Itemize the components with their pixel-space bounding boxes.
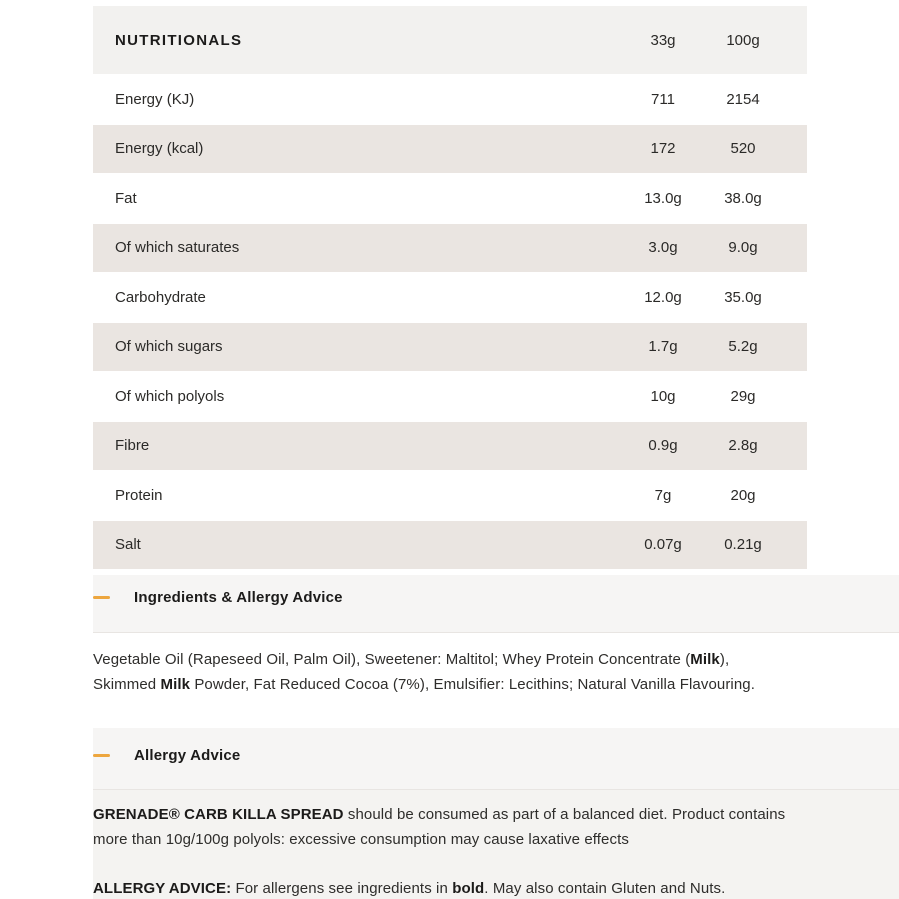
value-per-100g: 2.8g <box>728 437 758 455</box>
value-per-100g: 29g <box>730 387 756 405</box>
table-row-fibre: Fibre 0.9g 2.8g <box>93 420 807 470</box>
value-per-serving: 7g <box>654 486 672 504</box>
nutrient-label: Carbohydrate <box>115 288 206 306</box>
value-per-100g: 38.0g <box>724 189 762 207</box>
advisory-paragraph: GRENADE® CARB KILLA SPREAD should be con… <box>93 806 786 848</box>
table-row-polyols: Of which polyols 10g 29g <box>93 371 807 421</box>
table-title: NUTRITIONALS <box>115 31 243 49</box>
ingredients-paragraph: Vegetable Oil (Rapeseed Oil, Palm Oil), … <box>93 651 756 693</box>
table-row-sugars: Of which sugars 1.7g 5.2g <box>93 321 807 371</box>
value-per-100g: 5.2g <box>728 338 758 356</box>
value-per-100g: 20g <box>730 486 756 504</box>
value-per-serving: 711 <box>651 90 675 108</box>
table-row-carbohydrate: Carbohydrate 12.0g 35.0g <box>93 272 807 322</box>
nutrient-label: Salt <box>115 536 141 554</box>
table-header-row: NUTRITIONALS 33g 100g <box>93 6 807 74</box>
table-row-protein: Protein 7g 20g <box>93 470 807 520</box>
table-row-fat: Fat 13.0g 38.0g <box>93 173 807 223</box>
allergy-content: GRENADE® CARB KILLA SPREAD should be con… <box>93 790 899 899</box>
info-accordion: Ingredients & Allergy Advice Vegetable O… <box>93 575 899 899</box>
value-per-100g: 520 <box>730 140 756 158</box>
allergy-advice-paragraph: ALLERGY ADVICE: For allergens see ingred… <box>93 880 726 897</box>
nutrient-label: Energy (KJ) <box>115 90 195 108</box>
value-per-serving: 13.0g <box>644 189 682 207</box>
value-per-serving: 1.7g <box>648 338 678 356</box>
value-per-100g: 0.21g <box>724 536 762 554</box>
column-header-33g: 33g <box>650 31 676 49</box>
accordion-title-ingredients: Ingredients & Allergy Advice <box>134 589 343 606</box>
accordion-header-ingredients[interactable]: Ingredients & Allergy Advice <box>93 575 899 633</box>
value-per-serving: 0.9g <box>648 437 678 455</box>
nutrient-label: Energy (kcal) <box>115 140 204 158</box>
value-per-serving: 3.0g <box>648 239 678 257</box>
value-per-serving: 12.0g <box>644 288 682 306</box>
column-header-100g: 100g <box>726 31 760 49</box>
ingredients-content: Vegetable Oil (Rapeseed Oil, Palm Oil), … <box>93 633 899 728</box>
table-row-energy-kj: Energy (KJ) 711 2154 <box>93 74 807 124</box>
accordion-header-allergy[interactable]: Allergy Advice <box>93 728 899 790</box>
value-per-serving: 10g <box>650 387 676 405</box>
minus-icon <box>93 596 110 599</box>
value-per-serving: 0.07g <box>644 536 682 554</box>
table-row-saturates: Of which saturates 3.0g 9.0g <box>93 222 807 272</box>
value-per-serving: 172 <box>650 140 676 158</box>
value-per-100g: 2154 <box>726 90 760 108</box>
table-row-salt: Salt 0.07g 0.21g <box>93 519 807 569</box>
nutrient-label: Of which saturates <box>115 239 240 257</box>
table-row-energy-kcal: Energy (kcal) 172 520 <box>93 123 807 173</box>
nutrient-label: Fat <box>115 189 137 207</box>
minus-icon <box>93 754 110 757</box>
nutrient-label: Of which polyols <box>115 387 225 405</box>
nutrient-label: Of which sugars <box>115 338 223 356</box>
nutritionals-table: NUTRITIONALS 33g 100g Energy (KJ) 711 21… <box>93 6 807 569</box>
nutrient-label: Fibre <box>115 437 150 455</box>
accordion-title-allergy: Allergy Advice <box>134 747 241 764</box>
nutrient-label: Protein <box>115 486 163 504</box>
value-per-100g: 9.0g <box>728 239 758 257</box>
value-per-100g: 35.0g <box>724 288 762 306</box>
